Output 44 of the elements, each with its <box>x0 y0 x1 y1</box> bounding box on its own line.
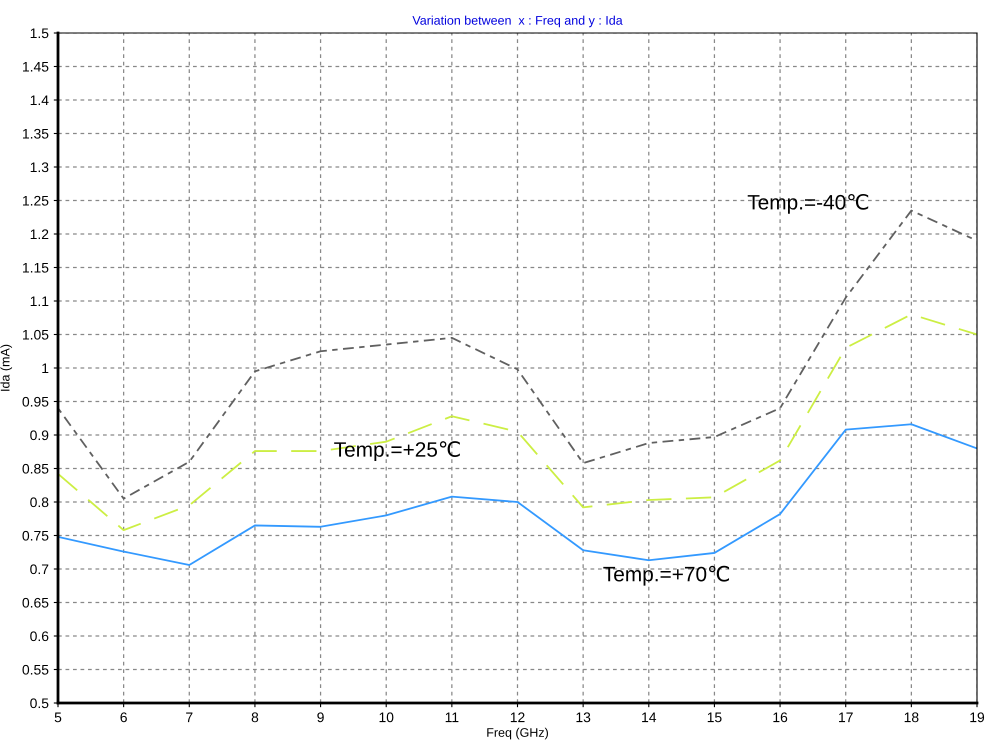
y-tick-label: 0.5 <box>30 698 48 708</box>
y-tick-label: 0.95 <box>22 396 48 407</box>
y-tick-label: 1.15 <box>23 262 48 273</box>
y-tick-label: 0.75 <box>22 530 48 541</box>
y-tick-label: 1.3 <box>30 162 48 172</box>
x-tick-label: 10 <box>380 712 394 722</box>
y-tick-label: 0.8 <box>30 497 48 508</box>
x-tick-label: 15 <box>708 712 722 722</box>
y-tick-label: 0.7 <box>30 564 48 574</box>
x-tick-label: 6 <box>120 712 127 722</box>
y-tick-label: 0.6 <box>30 631 48 642</box>
line-series <box>58 423 977 566</box>
x-tick-label: 12 <box>510 712 525 722</box>
chart-title: Variation between x : Freq and y : Ida <box>412 16 623 28</box>
x-tick-label: 18 <box>904 712 918 722</box>
line-series <box>58 313 977 532</box>
x-tick-label: 7 <box>186 712 192 722</box>
x-tick-label: 8 <box>252 712 258 722</box>
x-tick-label: 14 <box>642 712 656 722</box>
y-tick-label: 0.85 <box>22 464 48 474</box>
y-tick-label: 1 <box>42 363 48 374</box>
x-tick-label: 19 <box>970 712 984 722</box>
y-tick-label: 1.2 <box>30 229 48 240</box>
y-tick-label: 0.9 <box>30 430 48 440</box>
x-axis-title: Freq (GHz) <box>487 728 548 740</box>
x-tick-label: 9 <box>317 712 324 722</box>
series-label: Temp.=+25℃ <box>334 441 460 461</box>
y-tick-label: 1.5 <box>30 28 48 38</box>
x-tick-label: 16 <box>773 712 788 722</box>
y-tick-label: 1.1 <box>30 296 48 306</box>
x-tick-label: 11 <box>446 712 458 722</box>
x-tick-label: 13 <box>576 712 590 722</box>
series-label: Temp.=+70℃ <box>603 566 729 586</box>
y-tick-label: 1.25 <box>23 196 48 206</box>
y-tick-label: 0.65 <box>22 598 48 608</box>
y-axis-title: Ida (mA) <box>0 344 12 391</box>
x-tick-label: 17 <box>839 712 853 722</box>
y-tick-label: 1.35 <box>23 128 48 139</box>
y-tick-label: 1.05 <box>23 330 48 340</box>
y-tick-label: 1.45 <box>23 62 48 72</box>
series-label: Temp.=-40℃ <box>748 194 868 214</box>
x-tick-label: 5 <box>54 712 62 722</box>
y-tick-label: 0.55 <box>22 664 48 675</box>
y-tick-label: 1.4 <box>30 95 49 106</box>
